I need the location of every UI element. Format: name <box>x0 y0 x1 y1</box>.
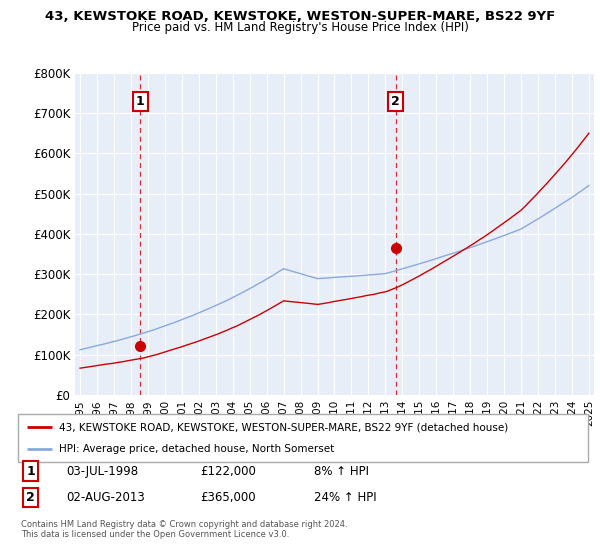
Text: 43, KEWSTOKE ROAD, KEWSTOKE, WESTON-SUPER-MARE, BS22 9YF (detached house): 43, KEWSTOKE ROAD, KEWSTOKE, WESTON-SUPE… <box>59 422 508 432</box>
Text: 03-JUL-1998: 03-JUL-1998 <box>67 465 139 478</box>
Text: £122,000: £122,000 <box>200 465 256 478</box>
Text: £365,000: £365,000 <box>200 491 256 504</box>
Text: 1: 1 <box>26 465 35 478</box>
Text: 43, KEWSTOKE ROAD, KEWSTOKE, WESTON-SUPER-MARE, BS22 9YF: 43, KEWSTOKE ROAD, KEWSTOKE, WESTON-SUPE… <box>45 10 555 23</box>
Text: HPI: Average price, detached house, North Somerset: HPI: Average price, detached house, Nort… <box>59 444 334 454</box>
Text: 1: 1 <box>136 95 145 108</box>
Text: Price paid vs. HM Land Registry's House Price Index (HPI): Price paid vs. HM Land Registry's House … <box>131 21 469 34</box>
Text: Contains HM Land Registry data © Crown copyright and database right 2024.
This d: Contains HM Land Registry data © Crown c… <box>21 520 347 539</box>
FancyBboxPatch shape <box>18 414 588 462</box>
Text: 24% ↑ HPI: 24% ↑ HPI <box>314 491 377 504</box>
Text: 2: 2 <box>391 95 400 108</box>
Text: 8% ↑ HPI: 8% ↑ HPI <box>314 465 370 478</box>
Text: 2: 2 <box>26 491 35 504</box>
Text: 02-AUG-2013: 02-AUG-2013 <box>67 491 145 504</box>
